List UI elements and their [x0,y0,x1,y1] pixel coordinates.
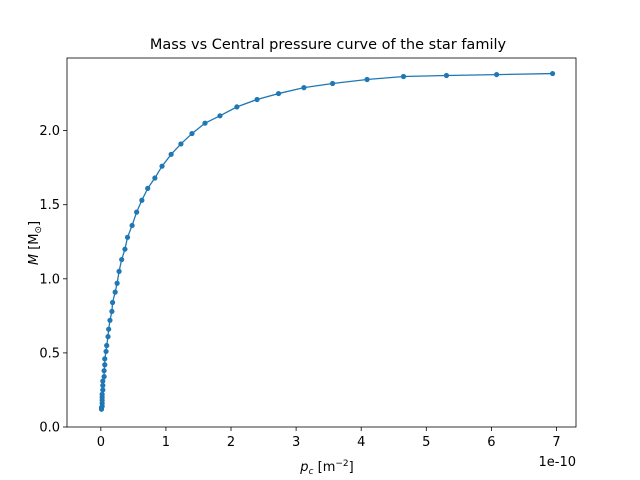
y-tick-label: 1.0 [39,272,60,287]
data-point [100,378,106,384]
data-point [122,246,128,252]
data-point [119,256,125,263]
data-point [202,120,208,126]
data-point [114,280,120,286]
data-point [100,382,106,389]
data-point [168,151,174,157]
y-label-part: M [27,254,42,265]
x-tick-label: 5 [422,435,430,450]
data-point [145,185,151,192]
data-point [109,299,116,306]
x-axis-label: pc [m−2] [299,459,353,477]
y-label-part: ] [27,221,42,226]
x-tick-label: 1 [162,435,170,450]
data-point [134,209,140,215]
y-label-part: ⊙ [34,226,44,234]
data-point [234,104,240,110]
data-point [301,85,307,91]
x-tick-label: 6 [487,435,495,450]
data-point [124,234,131,240]
data-point [101,374,107,380]
axes-frame [66,57,577,428]
data-point [549,70,556,77]
data-point [254,96,260,103]
x-tick-label: 7 [552,435,560,450]
x-label-part: −2 [335,459,348,469]
x-offset-label: 1e-10 [538,455,576,470]
y-tick-label: 0.0 [39,421,60,436]
x-label-part: [m [313,460,335,475]
x-tick-label: 3 [292,435,300,450]
data-point [107,317,113,323]
y-tick-label: 1.5 [39,198,60,213]
x-label-part: p [299,460,308,475]
data-point [109,308,115,315]
data-point [217,113,223,119]
data-point [178,141,184,147]
data-point [102,356,108,362]
data-point [112,289,118,295]
data-point [101,368,107,374]
x-tick-label: 2 [227,435,235,450]
data-point [104,342,110,349]
x-label-part: ] [349,460,354,475]
data-point [100,387,106,393]
data-point [99,391,105,397]
chart-title: Mass vs Central pressure curve of the st… [150,37,507,53]
x-label-part: c [309,467,314,477]
data-point [152,175,158,181]
y-tick-label: 0.5 [39,346,60,361]
x-tick-label: 0 [97,435,105,450]
data-point [129,222,135,229]
y-label-part: [M [27,233,42,253]
data-point [189,130,195,137]
data-point [139,197,145,203]
data-point [400,73,407,80]
data-point [106,326,112,332]
data-point [493,71,500,78]
data-point [364,76,370,83]
data-point [159,163,165,169]
data-point [102,362,108,368]
y-axis-label: M [M⊙] [27,221,44,265]
data-point [103,348,109,355]
data-point [116,268,122,274]
data-point [329,80,336,87]
data-point [443,72,450,79]
data-point [105,334,111,340]
data-point [275,90,282,97]
y-tick-label: 2.0 [39,124,60,139]
x-tick-label: 4 [357,435,365,450]
